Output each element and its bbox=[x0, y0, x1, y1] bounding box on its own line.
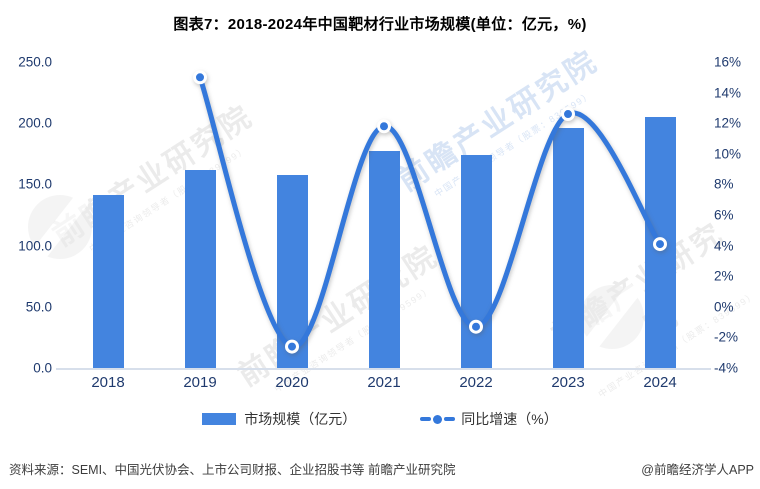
x-axis-label-2020: 2020 bbox=[275, 374, 309, 391]
source-note: 资料来源：SEMI、中国光伏协会、上市公司财报、企业招股书等 前瞻产业研究院 bbox=[9, 463, 456, 477]
x-axis-label-2018: 2018 bbox=[91, 374, 125, 391]
line-marker-2020 bbox=[285, 339, 299, 354]
legend-label-market-size: 市场规模（亿元） bbox=[244, 411, 357, 427]
right-axis-tick-label: 8% bbox=[714, 176, 734, 192]
legend-item-growth: 同比增速（%） bbox=[420, 409, 558, 429]
bar-2019 bbox=[184, 169, 216, 368]
growth-line bbox=[197, 74, 663, 350]
legend-item-market-size: 市场规模（亿元） bbox=[202, 409, 356, 429]
right-axis-tick-label: 14% bbox=[714, 85, 742, 101]
right-axis-tick-label: 10% bbox=[714, 146, 742, 162]
right-axis-tick-label: 6% bbox=[714, 207, 734, 223]
line-marker-2022 bbox=[469, 319, 483, 334]
x-axis-label-2023: 2023 bbox=[551, 374, 585, 391]
line-marker-2023 bbox=[561, 107, 575, 122]
bar-2021 bbox=[368, 151, 400, 368]
right-axis-tick-label: -4% bbox=[714, 360, 739, 376]
left-axis-tick-label: 250.0 bbox=[18, 54, 52, 70]
credit-note: @前瞻经济学人APP bbox=[641, 463, 754, 477]
chart-title: 图表7：2018-2024年中国靶材行业市场规模(单位：亿元，%) bbox=[173, 16, 587, 33]
x-axis-label-2024: 2024 bbox=[643, 374, 677, 391]
growth-line-series bbox=[193, 70, 667, 354]
line-dot-swatch-icon bbox=[420, 414, 456, 424]
x-axis-label-2019: 2019 bbox=[183, 374, 217, 391]
right-axis-tick-label: 0% bbox=[714, 299, 734, 315]
bar-2018 bbox=[92, 195, 124, 368]
left-axis-tick-label: 0.0 bbox=[33, 360, 52, 376]
left-axis-tick-label: 200.0 bbox=[18, 115, 52, 131]
bar-swatch-icon bbox=[202, 413, 237, 425]
right-axis-tick-label: 16% bbox=[714, 54, 742, 70]
right-axis-tick-label: -2% bbox=[714, 329, 739, 345]
line-marker-2024 bbox=[653, 237, 667, 252]
right-axis-tick-label: 4% bbox=[714, 238, 734, 254]
right-axis-tick-label: 2% bbox=[714, 268, 734, 284]
footer: 资料来源：SEMI、中国光伏协会、上市公司财报、企业招股书等 前瞻产业研究院 @… bbox=[9, 459, 754, 478]
line-marker-2021 bbox=[377, 119, 391, 134]
left-axis-tick-label: 50.0 bbox=[25, 299, 52, 315]
plot-area bbox=[62, 62, 706, 368]
legend-label-growth: 同比增速（%） bbox=[461, 411, 558, 427]
line-marker-2019 bbox=[193, 70, 207, 85]
x-axis-label-2022: 2022 bbox=[459, 374, 493, 391]
x-axis-label-2021: 2021 bbox=[367, 374, 401, 391]
left-axis-tick-label: 100.0 bbox=[18, 238, 52, 254]
left-axis-tick-label: 150.0 bbox=[18, 176, 52, 192]
right-axis-tick-label: 12% bbox=[714, 115, 742, 131]
bar-2023 bbox=[552, 128, 584, 368]
legend: 市场规模（亿元） 同比增速（%） bbox=[0, 409, 760, 429]
x-axis-line bbox=[56, 368, 711, 370]
